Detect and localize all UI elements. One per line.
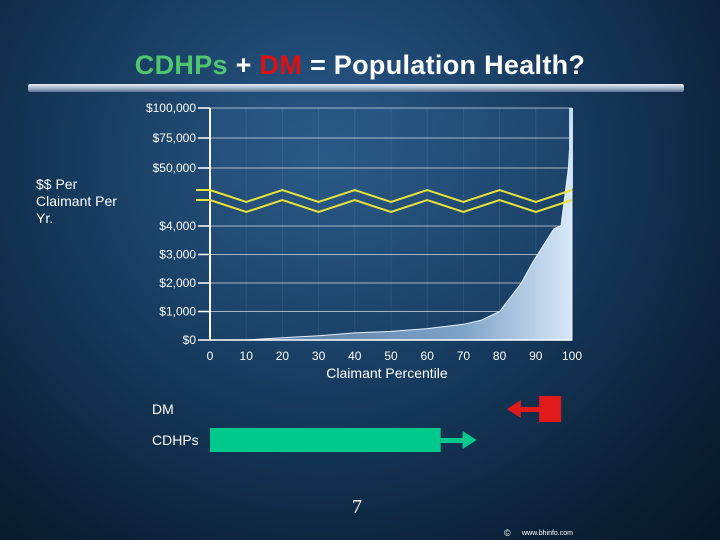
x-tick-label: 20: [276, 349, 290, 363]
page-number: 7: [352, 496, 362, 518]
dm-arrowhead: [506, 400, 521, 418]
title-cdhps: CDHPs: [134, 50, 228, 80]
axis-break-line-bottom: [196, 198, 573, 214]
x-tick-label: 50: [384, 349, 398, 363]
top-percentile-spike: [569, 108, 573, 188]
y-tick-label: $4,000: [159, 219, 196, 233]
y-tick-label: $2,000: [159, 276, 196, 290]
footer-url: www.bhinfo.com: [522, 530, 573, 537]
program-bars: DM CDHPs: [152, 396, 562, 452]
y-tick-label: $1,000: [159, 305, 196, 319]
dm-bar-block: [539, 396, 562, 422]
distribution-area-shape: [210, 107, 573, 341]
distribution-area: [210, 107, 573, 341]
x-tick-label: 10: [240, 349, 254, 363]
axis-break-line-top: [196, 188, 573, 204]
dm-label: DM: [152, 401, 174, 417]
dm-bar-shaft: [516, 407, 542, 412]
axis-break: [196, 188, 573, 214]
cdhp-bar-shaft: [440, 438, 465, 443]
cdhp-arrowhead: [462, 431, 477, 449]
x-tick-label: 80: [493, 349, 507, 363]
title-plus: +: [235, 50, 252, 80]
x-tick-label: 90: [529, 349, 543, 363]
title-dm: DM: [259, 50, 303, 80]
slide-title: CDHPs + DM = Population Health?: [0, 50, 720, 81]
x-tick-label: 60: [421, 349, 435, 363]
axes: [198, 107, 572, 341]
x-tick-label: 0: [207, 349, 214, 363]
x-axis-title: Claimant Percentile: [326, 365, 448, 381]
title-rest: = Population Health?: [309, 50, 586, 80]
tick-labels: $0 $1,000 $2,000 $3,000 $4,000 $50,000 $75,000…: [146, 101, 582, 381]
y-tick-label: $100,000: [146, 101, 196, 115]
copyright-symbol: ©: [504, 528, 511, 538]
y-tick-label: $75,000: [153, 131, 197, 145]
y-tick-label: $50,000: [153, 161, 197, 175]
x-tick-label: 70: [457, 349, 471, 363]
x-tick-label: 30: [312, 349, 326, 363]
x-tick-label: 40: [348, 349, 362, 363]
y-tick-label: $0: [183, 333, 197, 347]
title-underline-bar: [28, 84, 684, 92]
y-tick-label: $3,000: [159, 248, 196, 262]
cdhp-bar-block: [210, 428, 441, 452]
y-axis-title: $$ Per Claimant Per Yr.: [36, 176, 117, 226]
cdhp-label: CDHPs: [152, 432, 199, 448]
x-tick-label: 100: [562, 349, 582, 363]
